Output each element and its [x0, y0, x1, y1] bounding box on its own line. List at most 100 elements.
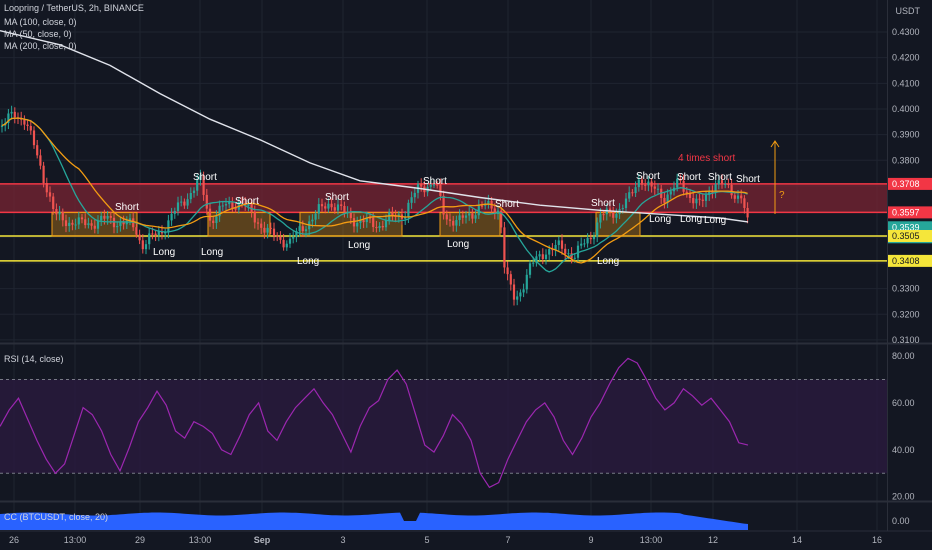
candle-body: [586, 237, 589, 244]
short-label: Short: [325, 192, 349, 203]
candle-body: [682, 180, 685, 192]
candle-body: [263, 227, 266, 233]
four-times-short-note: 4 times short: [678, 153, 735, 164]
candle-body: [285, 243, 288, 248]
candle-body: [701, 199, 704, 201]
price-axis-tick: 0.3800: [892, 155, 920, 165]
rsi-axis-tick: 40.00: [892, 445, 915, 455]
candle-body: [730, 184, 733, 196]
ma50-legend[interactable]: MA (50, close, 0): [4, 29, 72, 39]
candle-body: [0, 125, 4, 127]
price-axis-tick: 0.4300: [892, 27, 920, 37]
candle-body: [669, 191, 672, 195]
candle-body: [535, 256, 538, 263]
candle-body: [7, 113, 10, 123]
candle-body: [247, 203, 250, 206]
candle-body: [589, 237, 592, 240]
candle-body: [250, 203, 253, 212]
time-axis-tick: 13:00: [64, 535, 87, 545]
price-label: 0.3505: [892, 231, 920, 241]
candle-body: [583, 243, 586, 245]
candle-body: [196, 180, 199, 191]
candle-body: [36, 145, 39, 156]
candle-body: [138, 234, 141, 241]
candle-body: [112, 217, 116, 228]
candle-body: [621, 208, 624, 210]
ma100-legend[interactable]: MA (100, close, 0): [4, 17, 77, 27]
candle-body: [292, 236, 295, 239]
candle-body: [503, 227, 506, 268]
candle-body: [100, 215, 103, 221]
long-label: Long: [597, 256, 619, 267]
candle-body: [180, 201, 183, 203]
candle-body: [26, 124, 29, 126]
candle-body: [522, 289, 525, 293]
price-axis-tick: 0.3200: [892, 309, 920, 319]
candle-body: [560, 240, 564, 249]
candle-body: [298, 226, 301, 231]
candle-body: [608, 208, 612, 211]
candle-body: [212, 220, 215, 224]
candle-body: [199, 175, 202, 181]
candle-body: [167, 220, 170, 233]
rsi-axis-tick: 60.00: [892, 398, 915, 408]
candle-body: [736, 195, 740, 199]
price-axis-tick: 0.3100: [892, 335, 920, 345]
time-axis-tick: 26: [9, 535, 19, 545]
candle-body: [413, 192, 416, 198]
ma200-legend[interactable]: MA (200, close, 0): [4, 41, 77, 51]
candle-body: [68, 222, 71, 227]
candle-body: [154, 233, 157, 236]
price-axis-tick: 0.4100: [892, 78, 920, 88]
candle-body: [141, 240, 144, 250]
price-label: 0.3408: [892, 256, 920, 266]
candle-body: [407, 202, 410, 217]
candle-body: [320, 204, 324, 207]
candle-body: [580, 243, 583, 246]
symbol-title[interactable]: Loopring / TetherUS, 2h, BINANCE: [4, 3, 144, 13]
candle-body: [631, 192, 634, 194]
candle-body: [720, 180, 724, 185]
candle-body: [340, 204, 343, 206]
candle-body: [282, 239, 285, 248]
candle-body: [573, 257, 576, 259]
candle-body: [525, 274, 528, 290]
candle-body: [272, 228, 276, 236]
candle-body: [183, 201, 186, 206]
candle-body: [596, 222, 599, 237]
candle-body: [295, 230, 298, 237]
candle-body: [557, 240, 560, 245]
candle-body: [48, 192, 52, 197]
candle-body: [432, 184, 436, 186]
candle-body: [512, 284, 516, 300]
candle-body: [279, 236, 282, 240]
candle-body: [634, 187, 637, 194]
cc-legend[interactable]: CC (BTCUSDT, close, 20): [4, 512, 109, 522]
candle-body: [599, 214, 602, 223]
candle-body: [330, 203, 333, 208]
candle-body: [231, 201, 234, 209]
price-label: 0.3708: [892, 179, 920, 189]
candle-body: [192, 190, 196, 193]
candle-body: [656, 188, 660, 190]
time-axis-tick: 9: [588, 535, 593, 545]
candle-body: [87, 223, 90, 226]
candle-body: [221, 205, 224, 207]
order-block: [439, 211, 501, 237]
candle-body: [708, 191, 711, 195]
time-axis-tick: 13:00: [640, 535, 663, 545]
candle-body: [471, 213, 474, 219]
candle-body: [205, 194, 208, 209]
candle-body: [128, 218, 132, 221]
rsi-legend[interactable]: RSI (14, close): [4, 354, 64, 364]
time-axis-tick: Sep: [254, 535, 271, 545]
cc-area: [0, 512, 748, 530]
candle-body: [404, 216, 407, 219]
candle-body: [551, 249, 554, 251]
candle-body: [493, 208, 496, 215]
candle-body: [234, 208, 237, 210]
time-axis-tick: 3: [340, 535, 345, 545]
candle-body: [208, 208, 212, 221]
candle-body: [84, 219, 87, 226]
